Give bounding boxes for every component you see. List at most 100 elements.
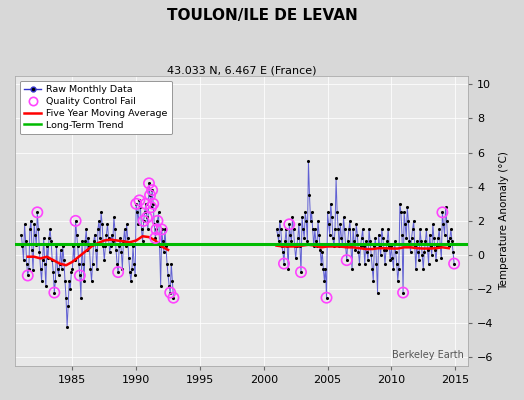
Point [159, 238, 167, 244]
Point [163, 260, 171, 267]
Point [45, 235, 53, 241]
Point [378, 226, 386, 233]
Point [383, 238, 391, 244]
Point [65, 278, 73, 284]
Point [52, 243, 61, 250]
Point [46, 226, 54, 233]
Point [50, 289, 59, 296]
Point [415, 257, 423, 263]
Point [381, 260, 389, 267]
Point [145, 180, 153, 186]
Point [285, 221, 293, 228]
Point [425, 231, 434, 238]
Point [82, 226, 91, 233]
Point [166, 289, 174, 296]
Point [40, 260, 49, 267]
Point [399, 289, 407, 296]
Point [144, 226, 152, 233]
Point [69, 243, 78, 250]
Point [49, 269, 58, 275]
Point [18, 243, 27, 250]
Point [33, 209, 41, 216]
Point [162, 243, 170, 250]
Point [155, 209, 163, 216]
Point [141, 201, 150, 207]
Point [80, 278, 89, 284]
Point [111, 226, 119, 233]
Point [132, 201, 140, 207]
Point [325, 231, 334, 238]
Point [130, 260, 138, 267]
Point [384, 226, 392, 233]
Point [78, 238, 86, 244]
Point [298, 214, 306, 221]
Point [421, 238, 430, 244]
Point [64, 303, 72, 310]
Point [51, 278, 60, 284]
Point [143, 214, 151, 221]
Point [292, 243, 301, 250]
Point [116, 235, 124, 241]
Point [416, 226, 424, 233]
Point [137, 226, 146, 233]
Point [277, 226, 285, 233]
Point [105, 248, 114, 255]
Point [75, 272, 84, 279]
Point [47, 238, 56, 244]
Point [41, 282, 50, 289]
Point [114, 269, 122, 275]
Point [102, 231, 111, 238]
Point [447, 226, 455, 233]
Point [408, 226, 417, 233]
Y-axis label: Temperature Anomaly (°C): Temperature Anomaly (°C) [499, 152, 509, 290]
Point [344, 238, 352, 244]
Point [299, 226, 307, 233]
Point [331, 226, 339, 233]
Point [355, 260, 364, 267]
Point [404, 218, 412, 224]
Point [139, 218, 148, 224]
Point [145, 180, 153, 186]
Point [357, 235, 366, 241]
Point [290, 243, 299, 250]
Point [31, 231, 39, 238]
Point [351, 247, 359, 253]
Point [375, 231, 383, 238]
Point [399, 289, 407, 296]
Point [56, 260, 64, 267]
Point [125, 255, 133, 262]
Point [157, 282, 165, 289]
Point [288, 214, 297, 221]
Point [42, 243, 51, 250]
Point [280, 260, 288, 267]
Point [61, 278, 69, 284]
Point [438, 209, 446, 216]
Point [36, 266, 45, 272]
Point [316, 247, 324, 253]
Point [348, 266, 356, 272]
Point [343, 257, 351, 263]
Point [146, 192, 154, 198]
Point [391, 248, 400, 255]
Point [37, 278, 46, 284]
Point [29, 267, 37, 274]
Point [167, 260, 176, 267]
Point [444, 243, 453, 250]
Legend: Raw Monthly Data, Quality Control Fail, Five Year Moving Average, Long-Term Tren: Raw Monthly Data, Quality Control Fail, … [20, 80, 172, 134]
Point [356, 243, 365, 250]
Point [433, 243, 441, 250]
Point [329, 235, 337, 241]
Point [324, 221, 333, 228]
Point [278, 243, 286, 250]
Point [141, 201, 150, 207]
Point [403, 204, 411, 210]
Point [427, 243, 435, 250]
Point [68, 266, 77, 272]
Point [294, 221, 303, 228]
Point [154, 218, 162, 224]
Point [420, 248, 429, 255]
Point [321, 266, 330, 272]
Point [74, 260, 83, 267]
Point [438, 209, 446, 216]
Point [151, 235, 159, 241]
